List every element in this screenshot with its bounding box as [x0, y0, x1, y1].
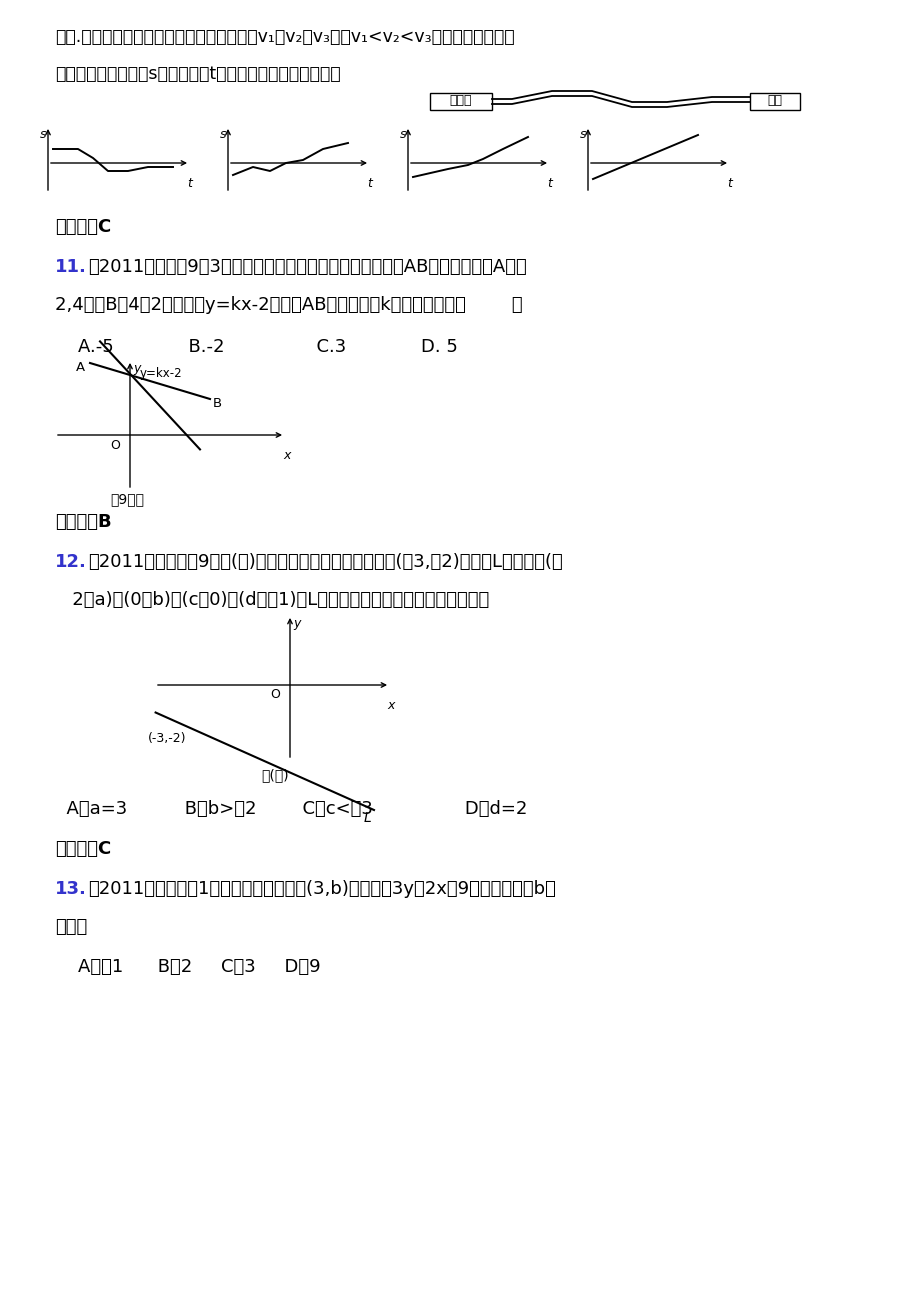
Text: y: y [292, 617, 300, 630]
Text: （2011台湾全区，1）坐标平面上，若点(3,b)在方程式3y＝2x－9的图形上，则b值: （2011台湾全区，1）坐标平面上，若点(3,b)在方程式3y＝2x－9的图形上… [88, 880, 555, 898]
Text: t: t [187, 177, 192, 190]
Text: L: L [364, 811, 371, 825]
Text: 图）.若小亮上坡、平路、下坡的速度分别为v₁、v₂、v₃，且v₁<v₂<v₃，则小亮同学骑车: 图）.若小亮上坡、平路、下坡的速度分别为v₁、v₂、v₃，且v₁<v₂<v₃，则… [55, 29, 514, 46]
Text: （2011台湾台北，9）图(三)的坐标平面上，有一条通过点(－3,－2)的直线L。若四点(－: （2011台湾台北，9）图(三)的坐标平面上，有一条通过点(－3,－2)的直线L… [88, 553, 562, 572]
Text: 【答案】C: 【答案】C [55, 217, 111, 236]
Text: 【答案】C: 【答案】C [55, 840, 111, 858]
Text: 12.: 12. [55, 553, 86, 572]
Text: 13.: 13. [55, 880, 86, 898]
Text: 图(三): 图(三) [261, 768, 289, 783]
Text: B: B [213, 397, 221, 410]
Text: 2,4），B（4，2），直线y=kx-2与线段AB有交点，则k的值不可能是（        ）: 2,4），B（4，2），直线y=kx-2与线段AB有交点，则k的值不可能是（ ） [55, 296, 522, 314]
Text: O: O [110, 439, 119, 452]
Text: y=kx-2: y=kx-2 [140, 367, 183, 380]
Bar [749, 92, 800, 109]
Text: t: t [726, 177, 732, 190]
Text: 第9题图: 第9题图 [110, 492, 144, 506]
Text: x: x [283, 449, 290, 462]
Text: A．－1      B．2     C．3     D．9: A．－1 B．2 C．3 D．9 [55, 958, 321, 976]
Text: t: t [547, 177, 551, 190]
Text: A.-5             B.-2                C.3             D. 5: A.-5 B.-2 C.3 D. 5 [55, 339, 458, 355]
Text: t: t [367, 177, 371, 190]
Text: O: O [270, 687, 279, 700]
Text: 【答案】B: 【答案】B [55, 513, 111, 531]
Text: A．a=3          B。b>－2        C。c<－3                D。d=2: A．a=3 B。b>－2 C。c<－3 D。d=2 [55, 799, 527, 818]
Text: 上学时，离家的路程s与所用时间t的函数关系图像可能是（）: 上学时，离家的路程s与所用时间t的函数关系图像可能是（） [55, 65, 340, 83]
Text: 2，a)、(0，b)、(c，0)、(d，－1)在L上，则下列数值的判断，何者正确？: 2，a)、(0，b)、(c，0)、(d，－1)在L上，则下列数值的判断，何者正确… [55, 591, 489, 609]
Text: y: y [133, 362, 141, 375]
Text: x: x [387, 699, 394, 712]
Text: 学校: 学校 [766, 94, 782, 107]
Text: （2011浙江省，9，3分）如图，在平面直角坐标系中，线段AB的端点坐标为A（－: （2011浙江省，9，3分）如图，在平面直角坐标系中，线段AB的端点坐标为A（－ [88, 258, 527, 276]
Text: s: s [40, 128, 46, 141]
Text: s: s [220, 128, 226, 141]
Text: s: s [399, 128, 405, 141]
Text: 小亮家: 小亮家 [449, 94, 471, 107]
Bar [429, 92, 492, 109]
Text: (-3,-2): (-3,-2) [148, 732, 187, 745]
Text: 11.: 11. [55, 258, 86, 276]
Text: 为何？: 为何？ [55, 918, 87, 936]
Text: A: A [76, 361, 85, 374]
Text: s: s [579, 128, 585, 141]
